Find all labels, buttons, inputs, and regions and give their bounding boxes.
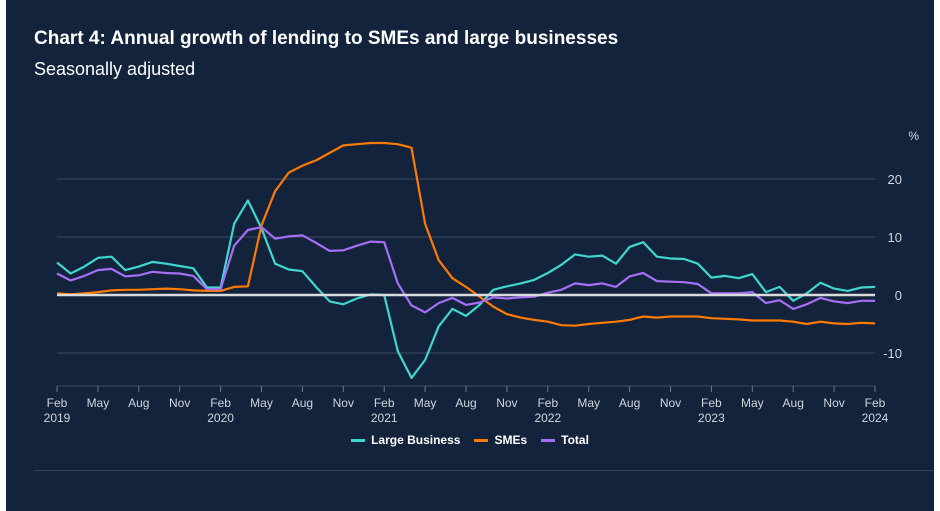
- x-tick-label: May: [87, 396, 110, 410]
- x-tick-label: Aug: [128, 396, 149, 410]
- y-tick-label: 0: [895, 288, 902, 303]
- x-tick-year-label: 2021: [371, 411, 398, 425]
- x-tick-label: Aug: [619, 396, 640, 410]
- x-tick-label: Aug: [455, 396, 476, 410]
- x-tick-label: Aug: [783, 396, 804, 410]
- x-tick-label: May: [577, 396, 600, 410]
- footer-divider: [34, 470, 934, 471]
- x-tick-label: Nov: [169, 396, 190, 410]
- x-tick-label: Nov: [333, 396, 354, 410]
- series-line-smes: [56, 141, 876, 327]
- legend-item-large-business[interactable]: Large Business: [351, 433, 460, 447]
- x-tick-year-label: 2024: [862, 411, 889, 425]
- chart-panel: Chart 4: Annual growth of lending to SME…: [6, 0, 934, 511]
- legend: Large Business SMEs Total: [6, 433, 934, 447]
- x-tick-label: Aug: [292, 396, 313, 410]
- x-tick-label: Feb: [47, 396, 68, 410]
- x-tick-label: Feb: [374, 396, 395, 410]
- x-tick-label: Nov: [660, 396, 681, 410]
- legend-item-smes[interactable]: SMEs: [474, 433, 527, 447]
- legend-swatch-large-business: [351, 438, 366, 442]
- y-tick-label: 10: [888, 230, 902, 245]
- x-tick-label: May: [250, 396, 273, 410]
- legend-label: Total: [561, 433, 589, 447]
- y-tick-label: 20: [888, 172, 902, 187]
- series-line-total: [56, 226, 875, 314]
- series-line-large-business: [56, 199, 876, 379]
- legend-item-total[interactable]: Total: [541, 433, 589, 447]
- x-tick-label: May: [741, 396, 764, 410]
- x-tick-label: Nov: [823, 396, 844, 410]
- legend-label: SMEs: [494, 433, 528, 447]
- y-tick-label: -10: [883, 346, 902, 361]
- x-tick-label: May: [414, 396, 437, 410]
- chart-subtitle: Seasonally adjusted: [34, 59, 196, 79]
- x-tick-year-label: 2023: [698, 411, 725, 425]
- x-tick-label: Feb: [210, 396, 231, 410]
- x-tick-label: Feb: [865, 396, 886, 410]
- y-axis-unit: %: [908, 129, 919, 143]
- x-tick-label: Feb: [537, 396, 558, 410]
- x-tick-label: Feb: [701, 396, 722, 410]
- x-tick-year-label: 2020: [207, 411, 234, 425]
- x-tick-label: Nov: [496, 396, 517, 410]
- x-tick-year-label: 2022: [534, 411, 561, 425]
- legend-label: Large Business: [371, 433, 461, 447]
- legend-swatch-total: [541, 438, 556, 442]
- legend-swatch-smes: [474, 438, 489, 442]
- chart-title: Chart 4: Annual growth of lending to SME…: [34, 28, 619, 49]
- x-tick-year-label: 2019: [44, 411, 71, 425]
